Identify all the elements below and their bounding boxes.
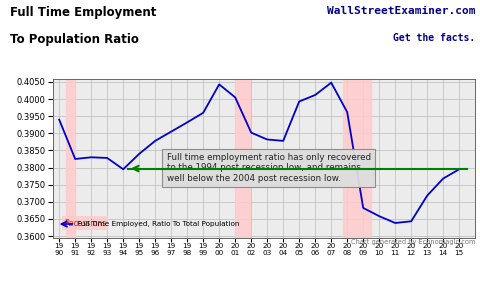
Text: Full Time Employment: Full Time Employment [10, 6, 156, 19]
Text: WallStreetExaminer.com: WallStreetExaminer.com [327, 6, 475, 16]
Text: Recessions: Recessions [64, 218, 106, 228]
Bar [343, 79, 371, 238]
Bar [235, 79, 250, 238]
Text: To Population Ratio: To Population Ratio [10, 33, 138, 46]
Text: Chart generated by Economagic.com: Chart generated by Economagic.com [351, 239, 475, 245]
Text: Full Time Employed, Ratio To Total Population: Full Time Employed, Ratio To Total Popul… [77, 221, 239, 227]
Text: Full time employment ratio has only recovered
to the 1994 post recession low, an: Full time employment ratio has only reco… [167, 153, 371, 183]
Bar [66, 79, 75, 238]
Text: Get the facts.: Get the facts. [393, 33, 475, 42]
